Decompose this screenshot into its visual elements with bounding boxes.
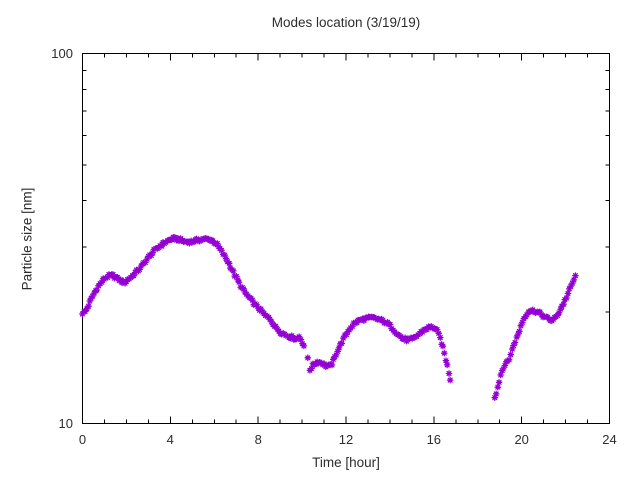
x-tick-label: 24	[602, 432, 616, 447]
scatter-markers	[79, 233, 579, 402]
x-tick-labels: 0 4 8 12 16 20 24	[79, 432, 617, 447]
x-tick-label: 20	[514, 432, 528, 447]
chart-title: Modes location (3/19/19)	[271, 15, 421, 30]
y-tick-labels: 10 100	[51, 46, 73, 431]
x-tick-label: 4	[167, 432, 174, 447]
y-tick-label: 10	[59, 416, 73, 431]
x-tick-label: 12	[339, 432, 353, 447]
x-tick-label: 16	[427, 432, 441, 447]
x-tick-label: 0	[79, 432, 86, 447]
y-tick-label: 100	[51, 46, 73, 61]
x-tick-label: 8	[255, 432, 262, 447]
plot-frame	[82, 53, 610, 424]
x-axis-label: Time [hour]	[312, 455, 380, 470]
axis-ticks	[82, 53, 610, 424]
